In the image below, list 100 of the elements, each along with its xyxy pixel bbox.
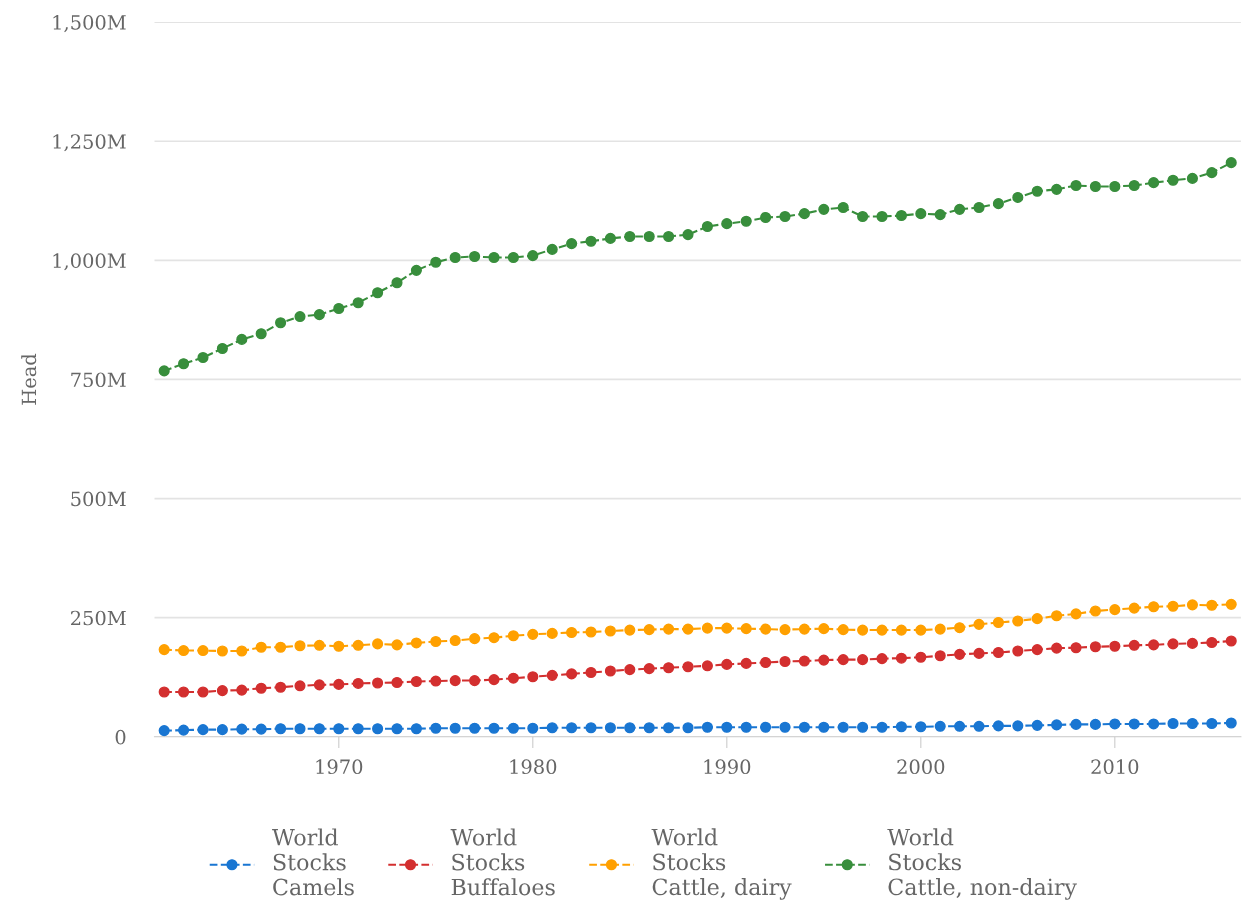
point <box>624 230 636 243</box>
y-axis-title: Head <box>21 353 37 405</box>
point <box>585 235 597 247</box>
point <box>760 721 772 733</box>
point <box>760 623 772 635</box>
point <box>798 655 810 667</box>
point <box>1225 635 1237 647</box>
point <box>954 203 966 215</box>
point <box>643 722 655 734</box>
point <box>1167 638 1179 650</box>
point <box>1051 183 1063 195</box>
point <box>546 627 558 639</box>
point <box>701 660 713 672</box>
point <box>701 220 713 233</box>
point <box>507 672 519 684</box>
point <box>566 722 578 734</box>
point <box>934 650 946 662</box>
point <box>236 723 248 735</box>
point <box>1167 717 1179 730</box>
point <box>1051 642 1063 654</box>
point <box>158 725 170 737</box>
legend-label: World Stocks Cattle, non-dairy <box>887 828 1077 900</box>
point <box>333 640 345 652</box>
point <box>449 722 461 734</box>
point <box>779 210 791 223</box>
point <box>895 721 907 733</box>
point <box>527 250 539 262</box>
point <box>604 722 616 734</box>
point <box>643 230 655 243</box>
point <box>1070 642 1082 654</box>
point <box>837 201 849 214</box>
point <box>915 651 927 663</box>
point <box>507 722 519 734</box>
point <box>682 623 694 635</box>
point <box>779 655 791 668</box>
point <box>1051 719 1063 731</box>
point <box>1206 167 1218 179</box>
point <box>857 624 869 636</box>
point <box>760 211 772 224</box>
point <box>1128 179 1140 192</box>
point <box>1031 719 1043 731</box>
point <box>1128 639 1140 651</box>
point <box>1031 185 1043 197</box>
point <box>973 618 985 630</box>
point <box>255 328 267 340</box>
point <box>449 634 461 647</box>
point <box>721 218 733 230</box>
point <box>604 665 616 677</box>
point <box>663 722 675 734</box>
point <box>391 676 403 689</box>
point <box>1186 172 1198 184</box>
y-tick-label: 0 <box>115 729 126 745</box>
point <box>1012 720 1024 732</box>
point <box>915 721 927 733</box>
point <box>197 645 209 657</box>
point <box>1070 718 1082 730</box>
point <box>624 624 636 636</box>
point <box>313 639 325 651</box>
point <box>1128 718 1140 730</box>
point <box>1089 718 1101 730</box>
point <box>178 358 190 370</box>
point <box>1089 605 1101 617</box>
point <box>313 309 325 321</box>
point <box>236 684 248 696</box>
point <box>663 623 675 635</box>
point <box>1012 645 1024 657</box>
point <box>798 721 810 733</box>
point <box>255 682 267 694</box>
point <box>391 723 403 735</box>
point <box>294 311 306 323</box>
point <box>216 724 228 736</box>
point <box>469 633 481 645</box>
point <box>643 663 655 675</box>
point <box>721 658 733 670</box>
point <box>1031 644 1043 656</box>
point <box>566 626 578 639</box>
point <box>1225 157 1237 169</box>
point <box>1051 610 1063 622</box>
point <box>391 639 403 651</box>
point <box>857 721 869 733</box>
point <box>546 669 558 681</box>
legend-label: World Stocks Buffaloes <box>450 828 555 896</box>
point <box>566 238 578 250</box>
point <box>1225 598 1237 610</box>
point <box>818 721 830 733</box>
point <box>915 208 927 220</box>
point <box>1089 641 1101 653</box>
point <box>954 720 966 732</box>
point <box>624 664 636 676</box>
point <box>333 302 345 315</box>
point <box>197 351 209 364</box>
point <box>643 624 655 636</box>
y-tick-label: 1,000M <box>53 253 126 271</box>
point <box>1148 177 1160 189</box>
point <box>876 624 888 636</box>
point <box>818 203 830 215</box>
point <box>837 624 849 636</box>
point <box>333 678 345 690</box>
point <box>158 644 170 656</box>
point <box>527 671 539 683</box>
